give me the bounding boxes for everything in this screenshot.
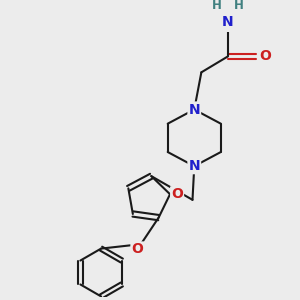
- Text: N: N: [222, 15, 234, 29]
- Text: O: O: [131, 242, 143, 256]
- Text: O: O: [259, 50, 271, 63]
- Text: N: N: [188, 103, 200, 116]
- Text: H: H: [212, 0, 222, 12]
- Text: H: H: [234, 0, 244, 12]
- Text: O: O: [171, 187, 183, 201]
- Text: N: N: [188, 159, 200, 173]
